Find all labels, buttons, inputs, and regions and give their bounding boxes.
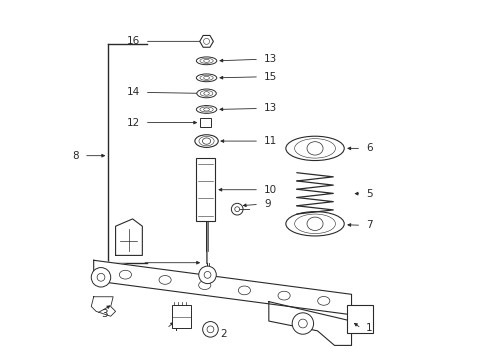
Text: 15: 15 [264,72,277,82]
Text: 2: 2 [220,329,226,339]
Ellipse shape [195,135,218,147]
Polygon shape [91,297,115,316]
Circle shape [206,326,213,333]
Text: 9: 9 [264,199,270,209]
Bar [171,305,191,328]
Ellipse shape [278,291,289,300]
Ellipse shape [202,138,210,144]
Circle shape [234,207,239,212]
Ellipse shape [238,286,250,295]
Circle shape [198,266,216,284]
Ellipse shape [196,57,216,65]
Circle shape [298,319,306,328]
Ellipse shape [196,74,216,82]
Ellipse shape [203,76,209,80]
Text: 5: 5 [366,189,372,199]
Bar [200,118,210,127]
Circle shape [202,321,218,337]
Ellipse shape [203,59,209,62]
Circle shape [203,39,209,44]
Circle shape [231,203,243,215]
Ellipse shape [285,212,344,236]
Ellipse shape [159,275,171,284]
Text: 3: 3 [101,309,107,319]
Text: 10: 10 [264,185,277,195]
Text: 13: 13 [264,54,277,64]
Ellipse shape [196,105,216,113]
Ellipse shape [306,217,323,230]
Bar [196,158,214,221]
Polygon shape [94,260,351,315]
Circle shape [91,267,110,287]
Text: 11: 11 [264,136,277,146]
Text: 13: 13 [264,103,277,113]
Ellipse shape [306,142,323,155]
Polygon shape [268,302,351,345]
Ellipse shape [198,281,210,289]
Ellipse shape [285,136,344,161]
Text: 8: 8 [72,151,79,161]
Text: 4: 4 [171,323,178,333]
Bar [346,305,373,333]
Text: 6: 6 [366,143,372,153]
Text: 1: 1 [366,323,372,333]
Ellipse shape [203,108,209,111]
Text: 16: 16 [126,36,140,46]
Text: 7: 7 [366,220,372,230]
Circle shape [203,271,210,278]
Ellipse shape [203,92,209,95]
Circle shape [97,273,104,281]
Ellipse shape [197,89,216,98]
Polygon shape [115,219,142,255]
Ellipse shape [317,297,329,305]
Text: 12: 12 [126,118,140,127]
Ellipse shape [119,270,131,279]
Text: 14: 14 [126,87,140,98]
Circle shape [291,313,313,334]
